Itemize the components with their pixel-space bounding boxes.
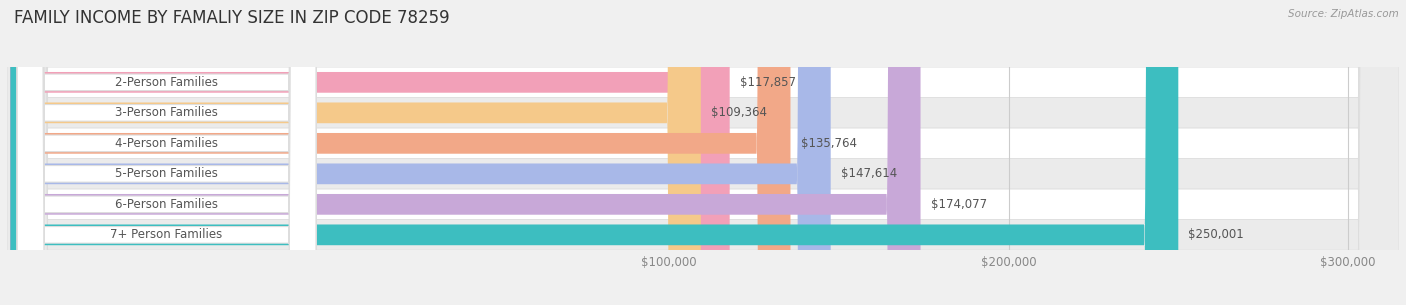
Text: 3-Person Families: 3-Person Families: [115, 106, 218, 119]
Text: Source: ZipAtlas.com: Source: ZipAtlas.com: [1288, 9, 1399, 19]
Text: $250,001: $250,001: [1188, 228, 1244, 241]
FancyBboxPatch shape: [17, 0, 316, 305]
Text: $109,364: $109,364: [711, 106, 768, 119]
FancyBboxPatch shape: [10, 0, 1178, 305]
Text: $174,077: $174,077: [931, 198, 987, 211]
Text: 2-Person Families: 2-Person Families: [115, 76, 218, 89]
Text: 6-Person Families: 6-Person Families: [115, 198, 218, 211]
Text: $117,857: $117,857: [740, 76, 796, 89]
Text: FAMILY INCOME BY FAMALIY SIZE IN ZIP CODE 78259: FAMILY INCOME BY FAMALIY SIZE IN ZIP COD…: [14, 9, 450, 27]
FancyBboxPatch shape: [10, 0, 700, 305]
Text: 4-Person Families: 4-Person Families: [115, 137, 218, 150]
FancyBboxPatch shape: [17, 0, 316, 305]
FancyBboxPatch shape: [7, 0, 1399, 305]
FancyBboxPatch shape: [17, 0, 316, 305]
FancyBboxPatch shape: [7, 0, 1399, 305]
Text: 5-Person Families: 5-Person Families: [115, 167, 218, 180]
FancyBboxPatch shape: [7, 0, 1399, 305]
FancyBboxPatch shape: [7, 0, 1399, 305]
FancyBboxPatch shape: [10, 0, 921, 305]
Text: 7+ Person Families: 7+ Person Families: [111, 228, 222, 241]
FancyBboxPatch shape: [7, 0, 1399, 305]
FancyBboxPatch shape: [17, 0, 316, 305]
Text: $147,614: $147,614: [841, 167, 897, 180]
Text: $135,764: $135,764: [800, 137, 856, 150]
FancyBboxPatch shape: [17, 0, 316, 305]
FancyBboxPatch shape: [17, 0, 316, 305]
FancyBboxPatch shape: [10, 0, 730, 305]
FancyBboxPatch shape: [7, 0, 1399, 305]
FancyBboxPatch shape: [10, 0, 831, 305]
FancyBboxPatch shape: [10, 0, 790, 305]
